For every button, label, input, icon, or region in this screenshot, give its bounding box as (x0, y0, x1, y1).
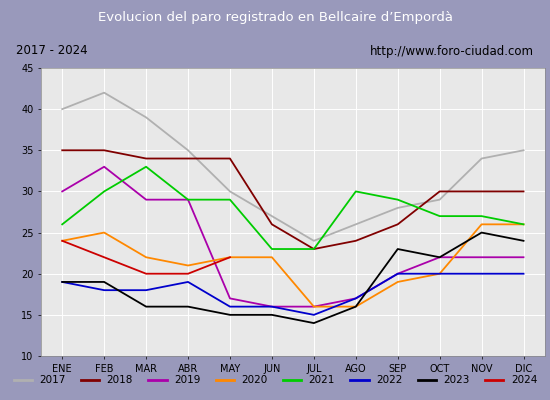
Text: 2017 - 2024: 2017 - 2024 (16, 44, 88, 58)
Text: 2020: 2020 (241, 375, 267, 385)
Text: 2018: 2018 (107, 375, 133, 385)
Text: 2019: 2019 (174, 375, 200, 385)
Text: 2022: 2022 (376, 375, 403, 385)
Text: 2017: 2017 (39, 375, 65, 385)
Text: Evolucion del paro registrado en Bellcaire d’Empordà: Evolucion del paro registrado en Bellcai… (97, 12, 453, 24)
Text: 2024: 2024 (511, 375, 537, 385)
Text: http://www.foro-ciudad.com: http://www.foro-ciudad.com (370, 44, 534, 58)
Text: 2021: 2021 (309, 375, 335, 385)
Text: 2023: 2023 (443, 375, 470, 385)
